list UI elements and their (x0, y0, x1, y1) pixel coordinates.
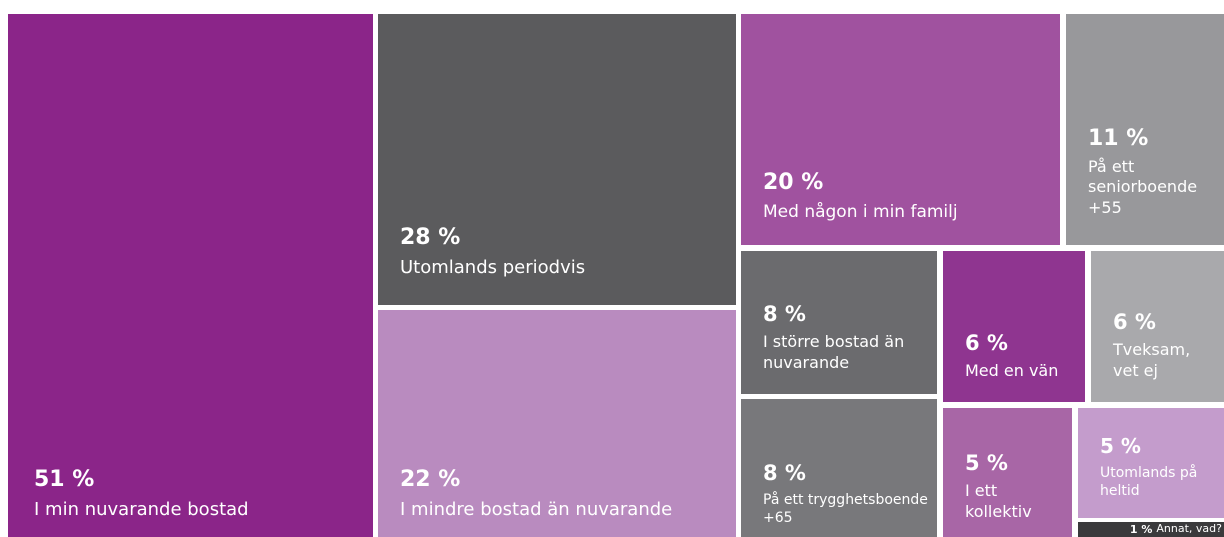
value-label: 6 % (1113, 310, 1156, 335)
category-label: I större bostad än nuvarande (763, 332, 905, 373)
value-label: 11 % (1088, 125, 1149, 151)
value-label: 5 % (965, 451, 1008, 476)
treemap-cell: 1 % Annat, vad? (1078, 522, 1224, 537)
category-label: Utomlands på heltid (1100, 464, 1198, 499)
value-label: 6 % (965, 331, 1008, 356)
value-label: 5 % (1100, 433, 1141, 458)
treemap-cell: 11 % På ett seniorboende +55 (1066, 14, 1224, 245)
treemap-cell: 8 % På ett trygghetsboende +65 (741, 399, 937, 537)
category-label: Tveksam, vet ej (1113, 340, 1191, 381)
treemap-cell: 5 % I ett kollektiv (943, 408, 1072, 537)
category-label: På ett seniorboende +55 (1088, 156, 1198, 218)
category-label: I ett kollektiv (965, 481, 1032, 522)
category-label: På ett trygghetsboende +65 (763, 491, 928, 526)
value-label: 8 % (763, 460, 806, 485)
category-label: Annat, vad? (1156, 522, 1222, 536)
treemap-cell: 6 % Med en vän (943, 251, 1085, 402)
treemap-cell: 6 % Tveksam, vet ej (1091, 251, 1224, 402)
treemap-cell: 51 % I min nuvarande bostad (8, 14, 373, 537)
value-label: 20 % (763, 169, 824, 195)
value-label: 51 % (34, 466, 95, 492)
value-label: 22 % (400, 466, 461, 492)
treemap-cell: 20 % Med någon i min familj (741, 14, 1060, 245)
value-label: 28 % (400, 224, 461, 250)
category-label: Med någon i min familj (763, 201, 958, 222)
category-label: Med en vän (965, 361, 1059, 381)
treemap-cell: 22 % I mindre bostad än nuvarande (378, 310, 736, 537)
treemap-cell: 5 % Utomlands på heltid (1078, 408, 1224, 518)
value-label: 8 % (763, 302, 806, 327)
treemap-cell: 8 % I större bostad än nuvarande (741, 251, 937, 394)
treemap-cell: 28 % Utomlands periodvis (378, 14, 736, 305)
category-label: I min nuvarande bostad (34, 498, 249, 520)
category-label: Utomlands periodvis (400, 256, 586, 278)
value-label: 1 % (1129, 523, 1153, 536)
category-label: I mindre bostad än nuvarande (400, 498, 673, 520)
